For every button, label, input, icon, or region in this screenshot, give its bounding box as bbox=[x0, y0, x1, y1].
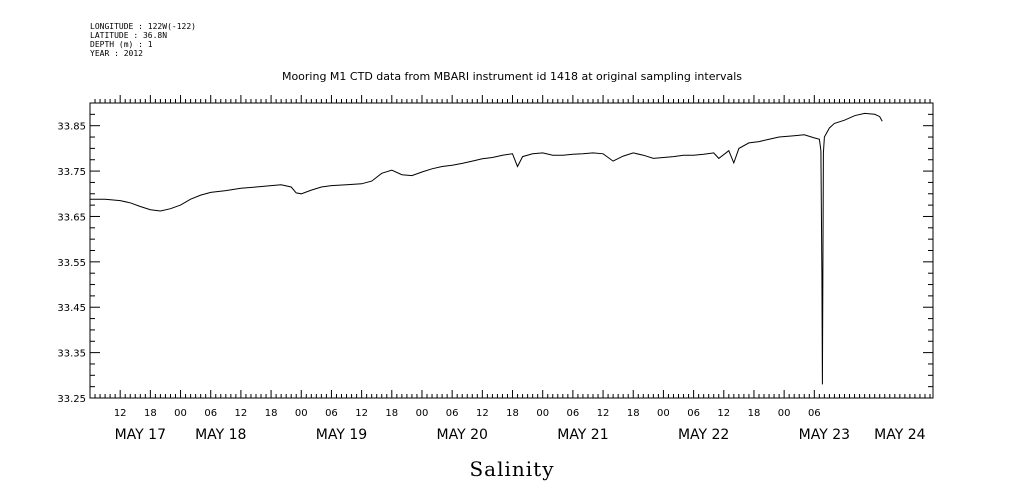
x-hour-label: 06 bbox=[808, 408, 821, 419]
x-hour-label: 12 bbox=[476, 408, 489, 419]
x-day-label: MAY 24 bbox=[874, 427, 925, 443]
depth-label: DEPTH (m) : 1 bbox=[90, 40, 153, 49]
x-axis-label: Salinity bbox=[469, 457, 554, 481]
x-day-label: MAY 18 bbox=[195, 427, 246, 443]
x-hour-label: 06 bbox=[204, 408, 217, 419]
x-hour-label: 12 bbox=[355, 408, 368, 419]
x-hour-label: 12 bbox=[235, 408, 248, 419]
salinity-series-line bbox=[90, 112, 883, 385]
x-day-label: MAY 19 bbox=[316, 427, 367, 443]
x-hour-label: 06 bbox=[687, 408, 700, 419]
x-hour-label: 12 bbox=[597, 408, 610, 419]
x-day-label: MAY 17 bbox=[115, 427, 166, 443]
x-day-label: MAY 20 bbox=[437, 427, 488, 443]
x-hour-label: 00 bbox=[657, 408, 670, 419]
y-tick-label: 33.65 bbox=[57, 212, 86, 223]
x-hour-label: 00 bbox=[295, 408, 308, 419]
plot-frame bbox=[89, 102, 934, 399]
x-hour-label: 00 bbox=[778, 408, 791, 419]
year-label: YEAR : 2012 bbox=[90, 49, 143, 58]
x-hour-label: 18 bbox=[265, 408, 278, 419]
x-day-label: MAY 23 bbox=[799, 427, 850, 443]
x-hour-label: 18 bbox=[144, 408, 157, 419]
chart-title: Mooring M1 CTD data from MBARI instrumen… bbox=[282, 70, 742, 83]
x-hour-label: 00 bbox=[174, 408, 187, 419]
x-hour-label: 00 bbox=[416, 408, 429, 419]
x-hour-label: 06 bbox=[446, 408, 459, 419]
x-hour-label: 06 bbox=[567, 408, 580, 419]
x-axis: 12 18 00 06 12 18 00 06 12 18 00 06 12 18 00 06 12 18 00 06… bbox=[94, 95, 931, 443]
y-tick-label: 33.85 bbox=[57, 122, 86, 133]
y-tick-label: 33.75 bbox=[57, 167, 86, 178]
x-hour-label: 06 bbox=[325, 408, 338, 419]
x-hour-label: 18 bbox=[506, 408, 519, 419]
x-hour-label: 00 bbox=[536, 408, 549, 419]
x-day-label: MAY 21 bbox=[557, 427, 608, 443]
y-tick-label: 33.25 bbox=[57, 394, 86, 405]
x-hour-label: 12 bbox=[114, 408, 127, 419]
y-axis: 33.25 33.35 33.45 33.55 33.65 33.75 33.85 bbox=[57, 102, 933, 405]
x-hour-label: 18 bbox=[627, 408, 640, 419]
longitude-label: LONGITUDE : 122W(-122) bbox=[90, 22, 196, 31]
y-tick-label: 33.35 bbox=[57, 349, 86, 360]
x-hour-label: 18 bbox=[748, 408, 761, 419]
x-hour-label: 12 bbox=[717, 408, 730, 419]
latitude-label: LATITUDE : 36.8N bbox=[90, 31, 168, 40]
header-info: LONGITUDE : 122W(-122) LATITUDE : 36.8N … bbox=[90, 22, 196, 58]
x-day-label: MAY 22 bbox=[678, 427, 729, 443]
y-tick-label: 33.55 bbox=[57, 258, 86, 269]
x-hour-label: 18 bbox=[385, 408, 398, 419]
y-tick-label: 33.45 bbox=[57, 303, 86, 314]
